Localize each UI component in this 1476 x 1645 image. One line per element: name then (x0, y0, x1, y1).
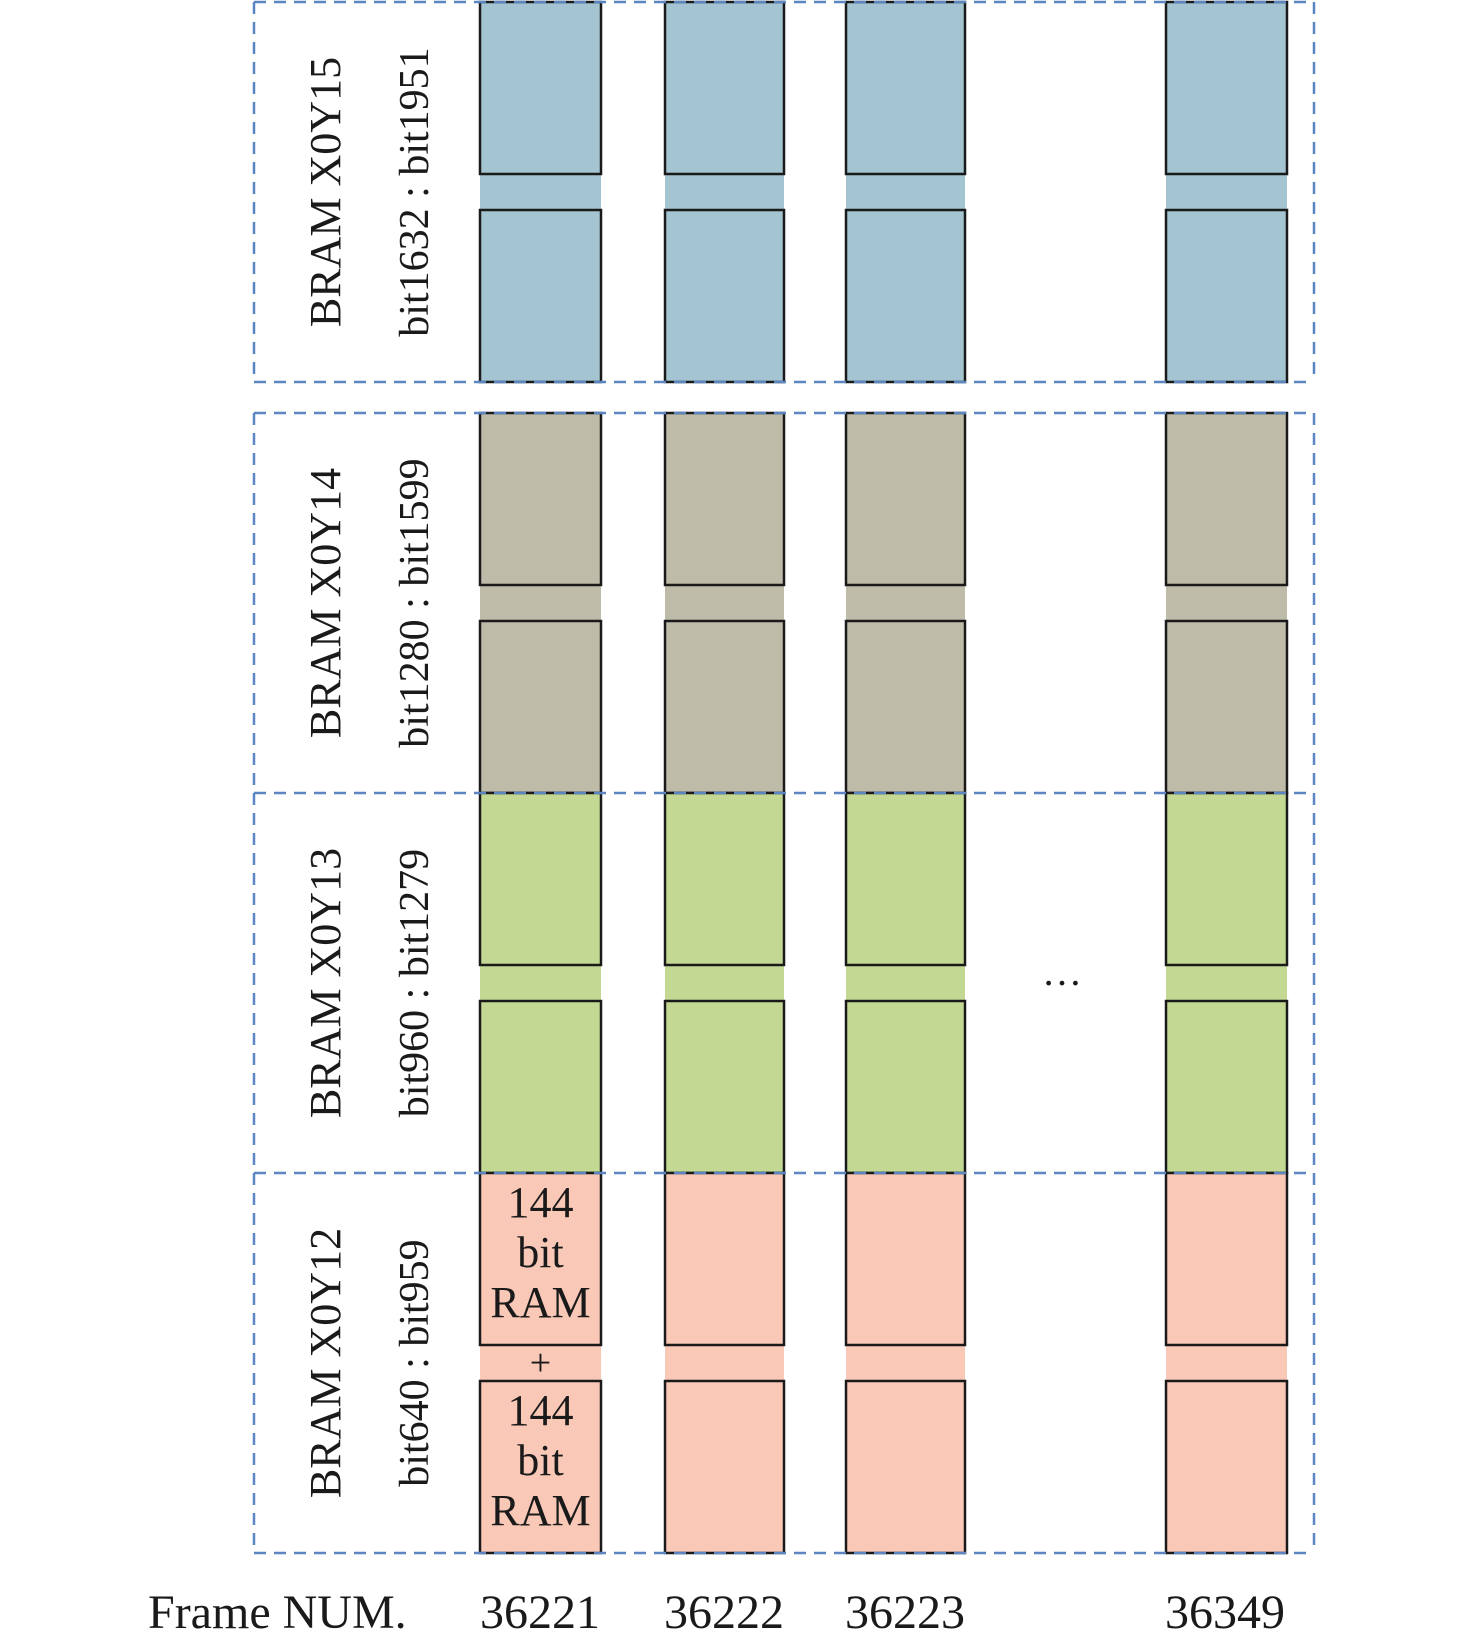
ram-block-upper (478, 411, 603, 587)
ram-block-lower (844, 619, 967, 795)
ram-block-lower (478, 1379, 603, 1555)
frame-number-36223: 36223 (845, 1586, 965, 1639)
block-connector (665, 1345, 784, 1381)
bram-bit-range: bit960 : bit1279 (392, 849, 438, 1117)
ram-block-upper (663, 411, 786, 587)
ram-block-lower (478, 999, 603, 1175)
ram-block-lower (844, 999, 967, 1175)
plus-sign: + (530, 1342, 551, 1384)
block-connector (846, 585, 965, 621)
bram-bit-range: bit1280 : bit1599 (392, 458, 438, 747)
ram-block-upper (1164, 411, 1289, 587)
bram-group: BRAM X0Y14 bit1280 : bit1599 (301, 411, 1289, 795)
frame-num-label: Frame NUM. (148, 1586, 407, 1639)
bram-group-name: BRAM X0Y15 (301, 57, 350, 327)
bram-group-name: BRAM X0Y12 (301, 1228, 350, 1498)
ram-block-upper (663, 791, 786, 967)
ram-block-upper (663, 0, 786, 176)
bram-bit-range: bit640 : bit959 (392, 1239, 438, 1486)
ram-block-upper (844, 0, 967, 176)
ram-block-upper (478, 1171, 603, 1347)
block-connector (665, 965, 784, 1001)
bram-group: BRAM X0Y13 bit960 : bit1279 (301, 791, 1289, 1175)
ram-block-upper (663, 1171, 786, 1347)
ram-block-upper (844, 411, 967, 587)
ram-label-top-line: 144 (508, 1178, 574, 1227)
block-connector (1166, 1345, 1287, 1381)
ram-block-lower (663, 619, 786, 795)
ram-block-lower (1164, 1379, 1289, 1555)
block-connector (846, 174, 965, 210)
ram-block-lower (663, 208, 786, 384)
ram-block-lower (1164, 619, 1289, 795)
frame-number-36222: 36222 (664, 1586, 784, 1639)
block-connector (846, 965, 965, 1001)
bram-group: BRAM X0Y12 bit640 : bit959 (301, 1171, 1289, 1555)
block-connector (1166, 585, 1287, 621)
bram-group-name: BRAM X0Y13 (301, 848, 350, 1118)
block-connector (1166, 965, 1287, 1001)
ram-label-bottom-line: RAM (490, 1486, 590, 1535)
ram-block-upper (478, 791, 603, 967)
ram-block-lower (478, 619, 603, 795)
bram-group: BRAM X0Y15 bit1632 : bit1951 (301, 0, 1289, 384)
ram-label-top-line: RAM (490, 1278, 590, 1327)
ram-block-lower (844, 1379, 967, 1555)
block-connector (480, 965, 601, 1001)
bram-group-name: BRAM X0Y14 (301, 468, 350, 738)
ram-block-upper (1164, 791, 1289, 967)
ram-block-upper (844, 791, 967, 967)
ram-block-upper (1164, 1171, 1289, 1347)
ram-block-lower (663, 1379, 786, 1555)
ram-block-upper (478, 0, 603, 176)
block-connector (665, 174, 784, 210)
ram-block-lower (663, 999, 786, 1175)
block-connector (480, 174, 601, 210)
bram-groups: BRAM X0Y15 bit1632 : bit1951 BRAM X0Y14 bit… (301, 0, 1289, 1555)
block-connector (846, 1345, 965, 1381)
ram-block-lower (1164, 208, 1289, 384)
block-connector (1166, 174, 1287, 210)
bram-bit-range: bit1632 : bit1951 (392, 47, 438, 336)
ram-label-bottom-line: bit (517, 1436, 563, 1485)
block-connector (480, 1345, 601, 1381)
ram-block-lower (1164, 999, 1289, 1175)
group-borders (252, 0, 1316, 1555)
ram-block-lower (478, 208, 603, 384)
ram-block-upper (844, 1171, 967, 1347)
block-connector (480, 585, 601, 621)
ram-label-top-line: bit (517, 1228, 563, 1277)
ram-block-lower (844, 208, 967, 384)
frame-number-36221: 36221 (480, 1586, 600, 1639)
ram-block-upper (1164, 0, 1289, 176)
ram-label-bottom-line: 144 (508, 1386, 574, 1435)
ellipsis-text: … (1042, 949, 1082, 994)
frame-number-36349: 36349 (1165, 1586, 1285, 1639)
block-connector (665, 585, 784, 621)
